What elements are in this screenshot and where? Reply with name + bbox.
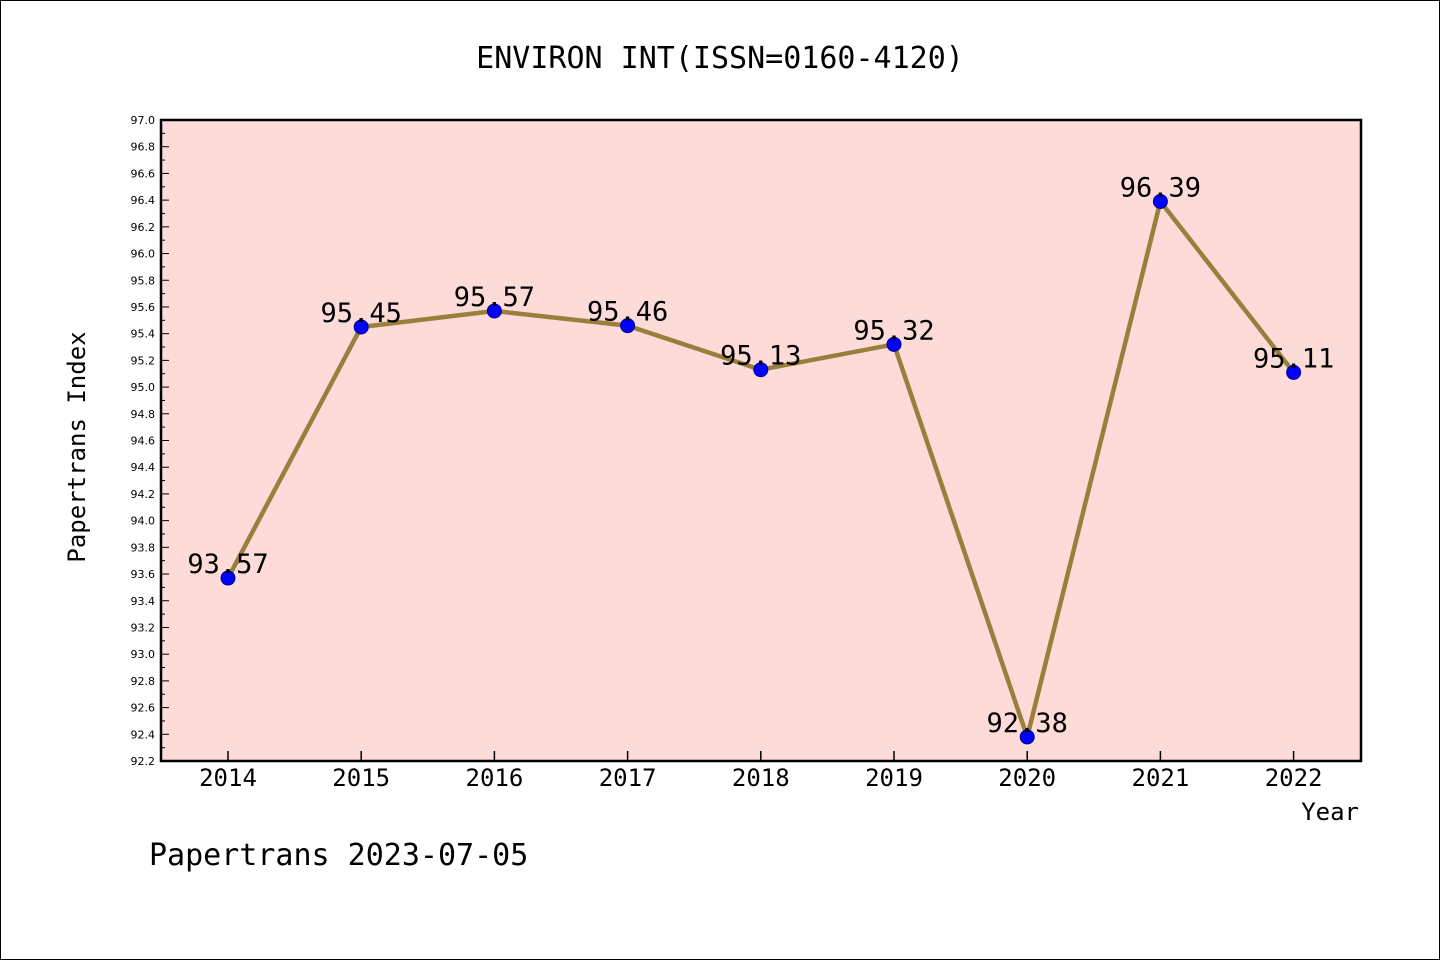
data-point [1152,193,1168,209]
data-label: 95.57 [454,282,535,313]
data-label: 95.46 [587,297,668,328]
data-label: 95.13 [720,341,801,372]
data-point [886,336,902,352]
data-point [1286,364,1302,380]
data-point [753,362,769,378]
y-tick-label: 95.2 [131,354,156,367]
y-tick-label: 95.8 [131,274,156,287]
y-tick-label: 94.0 [131,515,156,528]
data-point [220,570,236,586]
data-label: 93.57 [187,549,268,580]
y-tick-label: 97.0 [131,114,156,127]
y-tick-label: 94.2 [131,488,156,501]
x-tick-label: 2019 [865,764,923,792]
y-tick-label: 93.4 [131,595,156,608]
x-axis: 2014 2015 2016 2017 2018 2019 2020 2021 2022 [199,751,1322,792]
y-tick-label: 94.4 [131,461,156,474]
data-point [1019,729,1035,745]
y-tick-label: 93.2 [131,621,156,634]
x-tick-label: 2015 [332,764,390,792]
y-axis: 92.2 92.4 92.6 92.8 93.0 93.2 93.4 93.6 93.8 94.0… [131,114,169,768]
y-tick-label: 96.4 [131,194,156,207]
data-label: 96.39 [1120,172,1201,203]
y-axis-title: Papertrans Index [63,331,91,562]
footer-text: Papertrans 2023-07-05 [149,838,528,873]
y-tick-label: 93.6 [131,568,156,581]
data-label: 95.11 [1253,343,1334,374]
x-tick-label: 2020 [998,764,1056,792]
y-tick-label: 96.0 [131,248,156,261]
data-labels: 93.57 95.45 95.57 95.46 95.13 95.32 92.38 96.39… [187,172,1334,739]
data-label: 92.38 [987,708,1068,739]
y-tick-label: 94.6 [131,435,156,448]
data-point [486,303,502,319]
plot-frame [159,118,1363,763]
y-tick-label: 93.0 [131,648,156,661]
y-tick-label: 92.2 [131,755,156,768]
x-tick-label: 2014 [199,764,257,792]
y-tick-label: 92.6 [131,702,156,715]
y-tick-label: 94.8 [131,408,156,421]
data-label: 95.45 [321,298,402,329]
x-axis-title: Year [1301,798,1359,826]
y-tick-label: 92.8 [131,675,156,688]
x-tick-label: 2016 [466,764,524,792]
y-tick-label: 96.2 [131,221,156,234]
data-label: 95.32 [853,315,934,346]
x-tick-label: 2022 [1265,764,1323,792]
x-tick-label: 2021 [1132,764,1190,792]
y-tick-label: 95.4 [131,328,156,341]
data-point [620,318,636,334]
y-tick-label: 96.6 [131,167,156,180]
y-tick-label: 96.8 [131,141,156,154]
y-tick-label: 95.6 [131,301,156,314]
x-tick-label: 2018 [732,764,790,792]
chart-title: ENVIRON INT(ISSN=0160-4120) [476,41,964,76]
y-tick-label: 93.8 [131,541,156,554]
plot-area [161,120,1361,761]
y-tick-label: 95.0 [131,381,156,394]
data-point [353,319,369,335]
y-tick-label: 92.4 [131,728,156,741]
series-line [220,193,1302,745]
x-tick-label: 2017 [599,764,657,792]
